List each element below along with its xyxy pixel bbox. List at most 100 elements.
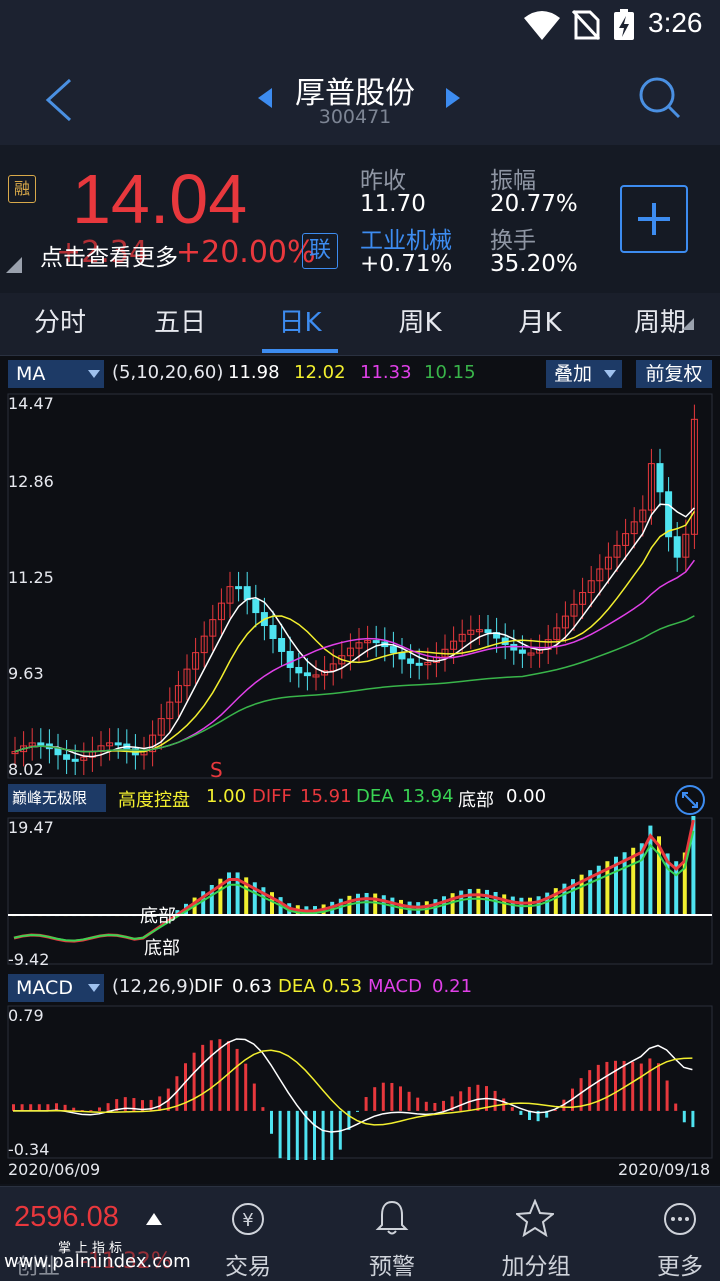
indicator-bar [596,865,601,916]
macd-selector-label: MACD [16,977,73,999]
macd-bar [467,1086,471,1111]
macd-bar [158,1096,162,1111]
industry-link[interactable]: 工业机械 [360,228,452,254]
candle-body [252,599,260,614]
indicator-bar [270,892,274,916]
candle-body [647,463,655,511]
macd-bar [373,1087,377,1111]
indicator-bar [218,878,223,916]
indicator-bar [261,887,266,916]
nav-more[interactable]: 更多 [608,1187,720,1281]
macd-bar [287,1110,291,1160]
bottom-mark-2: 底部 [144,938,180,959]
trade-icon: ¥ [232,1203,264,1235]
candle-body [166,701,174,720]
candle-body [630,521,638,535]
indicator-bar [175,910,180,916]
prev-stock-icon[interactable] [258,88,274,108]
indicator-bar [459,890,464,916]
macd-selector[interactable]: MACD [8,974,104,1002]
fullscreen-icon[interactable] [674,784,706,816]
candle-body [174,685,182,703]
stock-code: 300471 [318,106,392,128]
tab-weekly-k[interactable]: 周K [398,308,442,338]
indicator-bar [485,889,489,916]
macd-bar [89,1110,93,1112]
macd-bar [665,1080,669,1111]
more-details-overlay[interactable]: 点击查看更多 [40,245,178,271]
candle-body [450,640,458,650]
quote-panel: 融 14.04 +2.34 +20.00% 点击查看更多 联 昨收 11.70 … [0,145,720,293]
search-icon[interactable] [638,76,682,120]
turnover-label: 换手 [490,228,536,254]
indicator-bar [252,882,257,916]
macd-bar [209,1040,213,1111]
candle-body [475,629,483,633]
index-ticker[interactable]: 2596.08 创业 -11.32% 掌上指标 www.palmindex.co… [0,1187,191,1281]
indicator-bar [467,889,472,916]
turnover-value: 35.20% [490,251,578,277]
nav-alert[interactable]: 预警 [320,1187,464,1281]
dea-value: 13.94 [402,786,454,807]
indicator-bar [356,893,360,916]
indicator-y-bottom: -9.42 [8,950,50,969]
candle-body [570,603,578,617]
status-bar: 3:26 [0,0,720,50]
tab-intraday[interactable]: 分时 [33,308,86,338]
next-stock-icon[interactable] [444,88,460,108]
macd-bar [252,1083,256,1111]
indicator-chart[interactable] [0,816,720,966]
prev-close-label: 昨收 [360,168,406,194]
indicator-bar [364,892,369,916]
nav-add-group[interactable]: 加分组 [464,1187,608,1281]
watermark-small: 掌上指标 [58,1241,127,1256]
macd-chart[interactable] [0,1004,720,1160]
candle-body [389,646,397,654]
tab-monthly-k[interactable]: 月K [518,308,562,338]
macd-dea-label: DEA [278,976,316,997]
nav-trade[interactable]: ¥ 交易 [176,1187,320,1281]
candle-body [106,742,114,747]
candlestick-chart[interactable] [0,392,720,780]
index-name: 创业 [16,1255,61,1280]
lian-badge[interactable]: 联 [302,233,338,269]
indicator-bar [648,825,653,916]
indicator-selector[interactable]: 巅峰无极限 [8,784,106,812]
no-sim-icon [572,10,600,40]
macd-bar [433,1102,437,1111]
adjust-button[interactable]: 前复权 [636,360,712,388]
macd-bar [416,1097,420,1111]
overlay-button[interactable]: 叠加 [546,360,622,388]
ma-selector[interactable]: MA [8,360,104,388]
tab-five-day[interactable]: 五日 [153,308,206,338]
bell-icon [375,1200,409,1235]
add-watchlist-button[interactable] [620,185,688,253]
overlay-arrow-icon [604,370,616,378]
candle-body [484,629,492,634]
stock-name: 厚普股份 [295,76,415,111]
macd-bar [588,1070,592,1111]
clock: 3:26 [648,7,703,38]
back-icon[interactable] [44,78,74,122]
indicator-bar [614,856,618,916]
macd-bar [536,1110,540,1122]
amplitude-value: 20.77% [490,191,578,217]
indicator-bar [227,872,231,916]
dea-line [13,1049,693,1126]
diff-label: DIFF [252,786,292,807]
macd-macd-label: MACD [368,976,422,997]
candle-body [200,635,208,654]
indicator-bar [622,852,627,916]
macd-bar [605,1061,609,1111]
macd-bar [46,1104,50,1111]
ma60-value: 10.15 [424,362,476,383]
macd-bar [614,1060,617,1111]
macd-bar [270,1110,273,1134]
macd-bar [20,1104,24,1111]
svg-text:¥: ¥ [242,1210,253,1231]
tab-daily-k[interactable]: 日K [278,308,322,338]
tab-period[interactable]: 周期 [633,308,686,338]
candle-body [63,754,71,760]
k-y-label-5: 8.02 [8,760,44,779]
indicator-bar [571,879,575,916]
